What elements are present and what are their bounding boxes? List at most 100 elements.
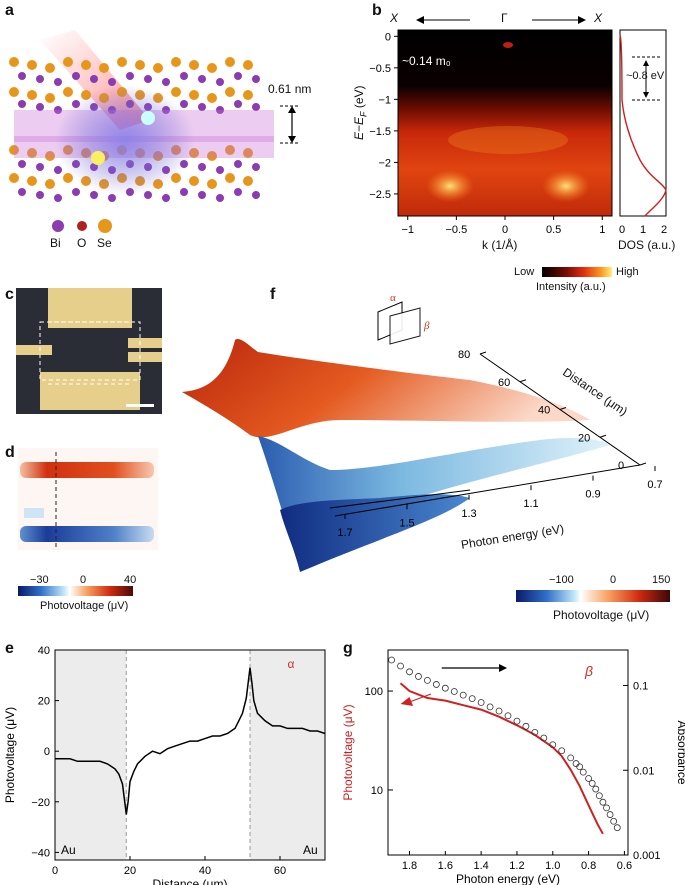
lattice-atom <box>207 93 217 103</box>
lattice-atom <box>27 148 37 158</box>
f-cbar-tick-1: −100 <box>549 574 574 586</box>
lattice-atom <box>63 57 73 67</box>
lattice-atom <box>135 148 145 158</box>
g-absorbance-point <box>588 779 596 787</box>
g-xtick-label: 0.6 <box>617 860 632 872</box>
f-energy-label: 1.5 <box>399 517 414 529</box>
g-absorbance-point <box>592 785 600 793</box>
lattice-atom <box>9 173 19 183</box>
g-absorbance-point <box>567 754 575 762</box>
f-energy-label: 1.1 <box>523 498 538 510</box>
dos-tick-label: 0 <box>619 224 625 236</box>
top-label-x-right: X <box>594 11 603 25</box>
distance-axis-label: Distance (μm) <box>560 365 631 419</box>
lattice-atom <box>9 57 19 67</box>
lattice-atom <box>72 188 80 196</box>
b-xtick-label: −1 <box>401 224 414 236</box>
b-xtick-label: 0.5 <box>546 224 561 236</box>
b-ytick-label: −1 <box>378 94 391 106</box>
scale-bar <box>126 404 154 407</box>
lattice-atom <box>216 78 224 86</box>
photovoltage-map <box>18 448 158 550</box>
g-absorbance-point <box>495 707 503 715</box>
dos-curve <box>619 34 667 217</box>
lattice-atom <box>234 188 242 196</box>
f-cbar-tick-3: 150 <box>652 574 671 586</box>
g-absorbance-point <box>606 811 614 818</box>
lattice-atom <box>234 100 242 108</box>
energy-axis-label: Photon energy (eV) <box>460 521 565 552</box>
f-distance-tick <box>519 379 527 383</box>
e-ytick-label: 40 <box>38 645 50 657</box>
lattice-atom <box>198 103 206 111</box>
legend-bi: Bi <box>50 236 61 250</box>
gap-label: ~0.8 eV <box>626 70 665 82</box>
lattice-atom <box>90 163 98 171</box>
g-absorbance-point <box>513 717 521 725</box>
lattice-atom <box>180 160 188 168</box>
lattice-atom <box>252 75 260 83</box>
f-energy-label: 1.7 <box>337 527 352 539</box>
panel-label-f: f <box>270 286 276 303</box>
d-cbar-tick-3: 40 <box>124 574 137 586</box>
lattice-atom <box>198 75 206 83</box>
lattice-atom <box>243 90 253 100</box>
hole-dot <box>141 111 155 125</box>
lattice-atom <box>54 78 62 86</box>
lattice-atom <box>207 151 217 161</box>
g-absorbance-point <box>486 703 494 711</box>
g-absorbance-point <box>406 668 413 676</box>
panel-label-b: b <box>372 2 382 19</box>
g-absorbance-arrowhead <box>499 664 508 672</box>
b-ytick-label: 0 <box>385 31 391 43</box>
lattice-atom <box>72 100 80 108</box>
lattice-atom <box>189 148 199 158</box>
arpes-ylabel: E−EF (eV) <box>352 85 369 140</box>
panel-label-d: d <box>5 444 15 461</box>
lattice-atom <box>72 72 80 80</box>
lattice-atom <box>36 75 44 83</box>
g-y2tick-label: 0.01 <box>633 765 654 777</box>
lattice-atom <box>108 166 116 174</box>
e-au-right-label: Au <box>303 843 318 857</box>
e-au-left-label: Au <box>61 843 76 857</box>
legend-o-dot <box>77 221 87 231</box>
e-xtick-label: 60 <box>274 865 286 877</box>
lattice-atom <box>198 163 206 171</box>
lattice-atom <box>81 176 91 186</box>
g-xlabel: Photon energy (eV) <box>456 872 560 885</box>
f-distance-label: 0 <box>618 460 624 472</box>
g-absorbance-point <box>432 681 440 688</box>
lattice-atom <box>108 106 116 114</box>
lattice-atom <box>162 78 170 86</box>
f-distance-tick <box>639 462 647 466</box>
d-cbar-label: Photovoltage (μV) <box>40 600 129 612</box>
d-colorbar <box>18 586 133 596</box>
f-cbar-label: Photovoltage (μV) <box>553 608 650 622</box>
lattice-atom <box>162 106 170 114</box>
f-energy-label: 0.9 <box>585 489 600 501</box>
lattice-atom <box>90 191 98 199</box>
lattice-atom <box>234 160 242 168</box>
g-photovoltage-line <box>399 682 604 835</box>
g-absorbance-point <box>613 824 621 832</box>
f-energy-label: 0.7 <box>647 479 662 491</box>
lattice-atom <box>36 163 44 171</box>
panel-label-a: a <box>5 2 14 19</box>
lattice-atom <box>144 75 152 83</box>
lattice-atom <box>36 103 44 111</box>
g-absorbance-point <box>576 763 584 771</box>
f-distance-label: 20 <box>578 432 590 444</box>
g-absorbance-point <box>603 804 610 812</box>
g-xtick-label: 1.2 <box>509 860 524 872</box>
legend-o: O <box>77 236 87 250</box>
dos-tick-label: 2 <box>661 224 667 236</box>
lattice-atom <box>153 151 163 161</box>
cbar-low: Low <box>514 266 535 278</box>
lattice-atom <box>216 106 224 114</box>
b-xtick-label: 0 <box>502 224 508 236</box>
g-xtick-label: 1.0 <box>545 860 560 872</box>
